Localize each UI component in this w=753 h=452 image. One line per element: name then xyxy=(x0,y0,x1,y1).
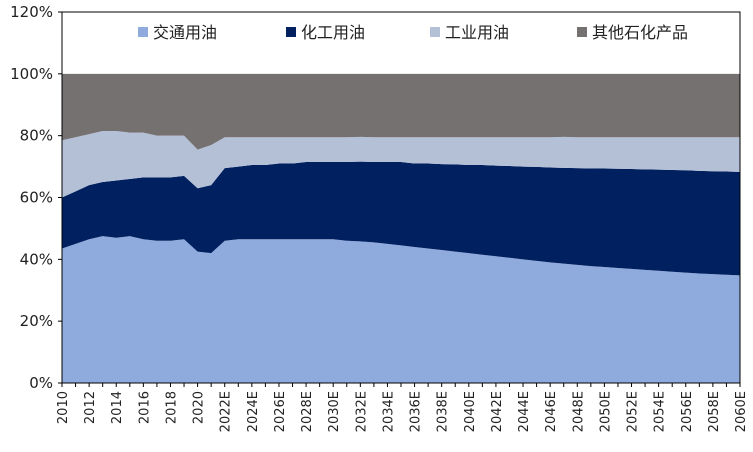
legend-item-2: 化工用油 xyxy=(286,23,365,42)
legend-swatch xyxy=(286,27,296,37)
x-tick-label: 2036E xyxy=(409,391,424,432)
x-tick-label: 2024E xyxy=(246,391,261,432)
x-tick-label: 2044E xyxy=(517,391,532,432)
legend-label: 工业用油 xyxy=(445,23,509,42)
legend: 交通用油 化工用油 工业用油 其他石化产品 xyxy=(138,23,688,42)
area-series-1 xyxy=(62,236,740,383)
x-tick-label: 2028E xyxy=(300,391,315,432)
y-tick-label: 20% xyxy=(20,312,53,330)
x-axis: 2010 2012 2014 2016 2018 2020 2022E 2024E 2026E 2… xyxy=(56,383,749,432)
x-tick-label: 2054E xyxy=(653,391,668,432)
x-tick-label: 2032E xyxy=(354,391,369,432)
x-tick-label: 2010 xyxy=(56,391,71,424)
legend-swatch xyxy=(577,27,587,37)
legend-item-3: 工业用油 xyxy=(430,23,509,42)
y-tick-label: 60% xyxy=(20,189,53,207)
legend-label: 化工用油 xyxy=(301,23,365,42)
y-axis: 0% 20% 40% 60% 80% 100% 120% xyxy=(10,3,62,392)
y-tick-label: 0% xyxy=(29,374,53,392)
legend-item-1: 交通用油 xyxy=(138,23,217,42)
x-tick-label: 2058E xyxy=(707,391,722,432)
x-tick-label: 2034E xyxy=(381,391,396,432)
legend-swatch xyxy=(430,27,440,37)
x-tick-label: 2020 xyxy=(192,391,207,424)
x-tick-label: 2048E xyxy=(571,391,586,432)
x-tick-label: 2042E xyxy=(490,391,505,432)
x-tick-label: 2050E xyxy=(598,391,613,432)
area-series-3 xyxy=(62,131,740,198)
x-tick-label: 2022E xyxy=(219,391,234,432)
x-tick-label: 2018 xyxy=(164,391,179,424)
x-tick-label: 2014 xyxy=(110,391,125,424)
x-tick-label: 2060E xyxy=(734,391,749,432)
x-tick-label: 2038E xyxy=(436,391,451,432)
y-tick-label: 80% xyxy=(20,127,53,145)
y-tick-label: 100% xyxy=(10,65,53,83)
y-tick-label: 120% xyxy=(10,3,53,21)
x-tick-label: 2016 xyxy=(137,391,152,424)
legend-label: 交通用油 xyxy=(153,23,217,42)
y-tick-label: 40% xyxy=(20,250,53,268)
x-tick-label: 2012 xyxy=(83,391,98,424)
x-tick-label: 2046E xyxy=(544,391,559,432)
legend-swatch xyxy=(138,27,148,37)
x-tick-label: 2026E xyxy=(273,391,288,432)
area-series-4 xyxy=(62,73,740,150)
legend-item-4: 其他石化产品 xyxy=(577,23,688,42)
legend-label: 其他石化产品 xyxy=(592,23,688,42)
x-tick-label: 2030E xyxy=(327,391,342,432)
x-tick-label: 2056E xyxy=(680,391,695,432)
x-tick-label: 2040E xyxy=(463,391,478,432)
area-series-2 xyxy=(62,161,740,276)
x-tick-label: 2052E xyxy=(626,391,641,432)
plot-area xyxy=(61,11,741,384)
